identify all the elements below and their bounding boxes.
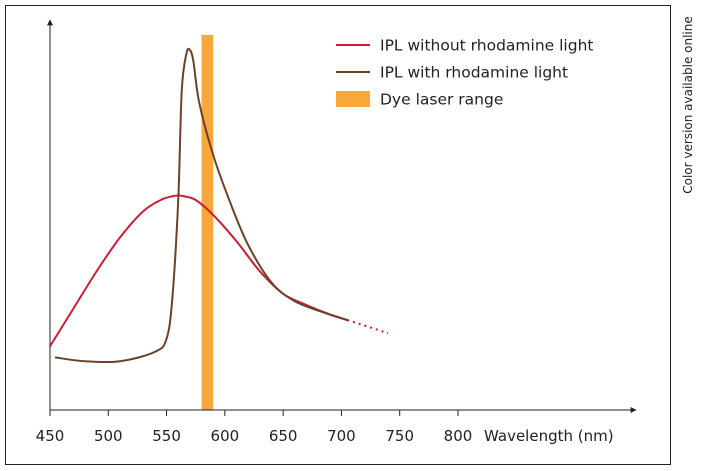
series-line-ipl-without-rhodamine <box>49 194 349 348</box>
x-tick-label: 650 <box>269 427 298 445</box>
legend-label: IPL with rhodamine light <box>380 64 568 82</box>
legend-entry: IPL with rhodamine light <box>336 64 568 82</box>
series-line-extrapolation <box>346 319 389 335</box>
legend-label: IPL without rhodamine light <box>380 37 593 55</box>
chart-frame <box>5 5 671 465</box>
legend-entry: Dye laser range <box>336 91 503 109</box>
chart-legend: IPL without rhodamine light IPL with rhod… <box>336 37 593 109</box>
x-tick-label: 700 <box>327 427 356 445</box>
series-line-ipl-with-rhodamine <box>54 47 349 364</box>
x-tick-label: 600 <box>211 427 240 445</box>
x-tick-label: 500 <box>94 427 123 445</box>
x-tick-label: 450 <box>36 427 65 445</box>
legend-swatch-band <box>336 91 370 107</box>
legend-label: Dye laser range <box>380 91 503 109</box>
x-tick-label: 800 <box>444 427 473 445</box>
x-axis-label: Wavelength (nm) <box>484 427 614 445</box>
x-tick-label: 750 <box>385 427 414 445</box>
dye-laser-band <box>201 35 214 410</box>
legend-entry: IPL without rhodamine light <box>336 37 593 55</box>
color-version-note: Color version available online <box>681 16 695 194</box>
x-tick-label: 550 <box>152 427 181 445</box>
